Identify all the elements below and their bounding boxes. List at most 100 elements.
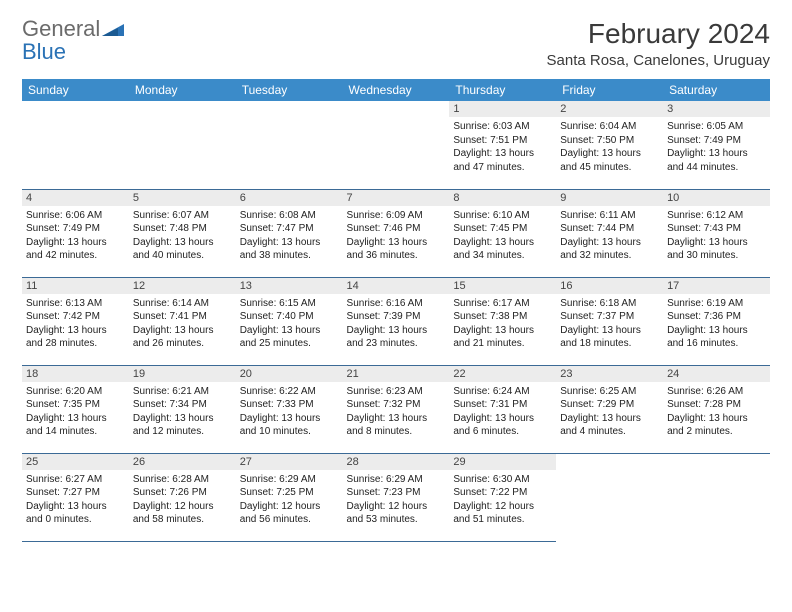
day-content: Sunrise: 6:06 AMSunset: 7:49 PMDaylight:… [22,206,129,267]
calendar-cell: 7Sunrise: 6:09 AMSunset: 7:46 PMDaylight… [343,189,450,277]
day-content: Sunrise: 6:07 AMSunset: 7:48 PMDaylight:… [129,206,236,267]
day-content: Sunrise: 6:04 AMSunset: 7:50 PMDaylight:… [556,117,663,178]
day-content: Sunrise: 6:05 AMSunset: 7:49 PMDaylight:… [663,117,770,178]
sunset-text: Sunset: 7:27 PM [26,486,125,500]
calendar-week-row: 4Sunrise: 6:06 AMSunset: 7:49 PMDaylight… [22,189,770,277]
sunrise-text: Sunrise: 6:15 AM [240,297,339,311]
day-number: 24 [663,366,770,382]
day-number: 10 [663,190,770,206]
sunrise-text: Sunrise: 6:10 AM [453,209,552,223]
sunrise-text: Sunrise: 6:23 AM [347,385,446,399]
day-number: 15 [449,278,556,294]
sunset-text: Sunset: 7:38 PM [453,310,552,324]
sunrise-text: Sunrise: 6:26 AM [667,385,766,399]
calendar-week-row: 25Sunrise: 6:27 AMSunset: 7:27 PMDayligh… [22,453,770,541]
daylight-text: Daylight: 13 hours and 12 minutes. [133,412,232,439]
daylight-text: Daylight: 13 hours and 40 minutes. [133,236,232,263]
day-content: Sunrise: 6:29 AMSunset: 7:25 PMDaylight:… [236,470,343,531]
calendar-cell: 10Sunrise: 6:12 AMSunset: 7:43 PMDayligh… [663,189,770,277]
daylight-text: Daylight: 13 hours and 30 minutes. [667,236,766,263]
sunset-text: Sunset: 7:50 PM [560,134,659,148]
day-number: 16 [556,278,663,294]
day-number: 17 [663,278,770,294]
day-number: 11 [22,278,129,294]
day-content: Sunrise: 6:13 AMSunset: 7:42 PMDaylight:… [22,294,129,355]
page-header: General Blue February 2024 Santa Rosa, C… [22,18,770,69]
sunrise-text: Sunrise: 6:17 AM [453,297,552,311]
calendar-cell-empty [236,101,343,189]
calendar-cell: 2Sunrise: 6:04 AMSunset: 7:50 PMDaylight… [556,101,663,189]
daylight-text: Daylight: 13 hours and 0 minutes. [26,500,125,527]
sunset-text: Sunset: 7:42 PM [26,310,125,324]
sunrise-text: Sunrise: 6:24 AM [453,385,552,399]
sunrise-text: Sunrise: 6:27 AM [26,473,125,487]
daylight-text: Daylight: 13 hours and 32 minutes. [560,236,659,263]
sunrise-text: Sunrise: 6:29 AM [347,473,446,487]
sunset-text: Sunset: 7:35 PM [26,398,125,412]
calendar-cell: 27Sunrise: 6:29 AMSunset: 7:25 PMDayligh… [236,453,343,541]
sunset-text: Sunset: 7:44 PM [560,222,659,236]
day-number: 3 [663,101,770,117]
day-number: 26 [129,454,236,470]
day-number: 28 [343,454,450,470]
calendar-cell: 5Sunrise: 6:07 AMSunset: 7:48 PMDaylight… [129,189,236,277]
calendar-cell-empty [556,453,663,541]
calendar-week-row: 11Sunrise: 6:13 AMSunset: 7:42 PMDayligh… [22,277,770,365]
sunrise-text: Sunrise: 6:09 AM [347,209,446,223]
daylight-text: Daylight: 13 hours and 8 minutes. [347,412,446,439]
weekday-header: Tuesday [236,79,343,101]
day-number: 6 [236,190,343,206]
day-content: Sunrise: 6:24 AMSunset: 7:31 PMDaylight:… [449,382,556,443]
day-content: Sunrise: 6:22 AMSunset: 7:33 PMDaylight:… [236,382,343,443]
daylight-text: Daylight: 13 hours and 45 minutes. [560,147,659,174]
sunset-text: Sunset: 7:22 PM [453,486,552,500]
calendar-cell: 16Sunrise: 6:18 AMSunset: 7:37 PMDayligh… [556,277,663,365]
calendar-cell: 20Sunrise: 6:22 AMSunset: 7:33 PMDayligh… [236,365,343,453]
calendar-cell: 22Sunrise: 6:24 AMSunset: 7:31 PMDayligh… [449,365,556,453]
daylight-text: Daylight: 13 hours and 28 minutes. [26,324,125,351]
sunset-text: Sunset: 7:43 PM [667,222,766,236]
sunrise-text: Sunrise: 6:11 AM [560,209,659,223]
sunrise-text: Sunrise: 6:05 AM [667,120,766,134]
sunset-text: Sunset: 7:41 PM [133,310,232,324]
sunset-text: Sunset: 7:25 PM [240,486,339,500]
day-number: 21 [343,366,450,382]
day-content: Sunrise: 6:28 AMSunset: 7:26 PMDaylight:… [129,470,236,531]
daylight-text: Daylight: 13 hours and 4 minutes. [560,412,659,439]
day-content: Sunrise: 6:03 AMSunset: 7:51 PMDaylight:… [449,117,556,178]
day-content: Sunrise: 6:20 AMSunset: 7:35 PMDaylight:… [22,382,129,443]
sunset-text: Sunset: 7:40 PM [240,310,339,324]
calendar-cell: 11Sunrise: 6:13 AMSunset: 7:42 PMDayligh… [22,277,129,365]
day-number: 23 [556,366,663,382]
day-number: 29 [449,454,556,470]
day-number: 4 [22,190,129,206]
calendar-cell: 19Sunrise: 6:21 AMSunset: 7:34 PMDayligh… [129,365,236,453]
daylight-text: Daylight: 13 hours and 38 minutes. [240,236,339,263]
day-content: Sunrise: 6:14 AMSunset: 7:41 PMDaylight:… [129,294,236,355]
calendar-week-row: 1Sunrise: 6:03 AMSunset: 7:51 PMDaylight… [22,101,770,189]
day-number: 7 [343,190,450,206]
calendar-cell-empty [343,101,450,189]
calendar-page: General Blue February 2024 Santa Rosa, C… [0,0,792,560]
weekday-header: Thursday [449,79,556,101]
daylight-text: Daylight: 12 hours and 56 minutes. [240,500,339,527]
daylight-text: Daylight: 13 hours and 21 minutes. [453,324,552,351]
day-number: 9 [556,190,663,206]
sunrise-text: Sunrise: 6:19 AM [667,297,766,311]
sunset-text: Sunset: 7:23 PM [347,486,446,500]
calendar-cell: 6Sunrise: 6:08 AMSunset: 7:47 PMDaylight… [236,189,343,277]
calendar-table: SundayMondayTuesdayWednesdayThursdayFrid… [22,79,770,542]
month-title: February 2024 [547,18,770,50]
title-block: February 2024 Santa Rosa, Canelones, Uru… [547,18,770,69]
calendar-cell: 1Sunrise: 6:03 AMSunset: 7:51 PMDaylight… [449,101,556,189]
calendar-cell: 15 Sunrise: 6:17 AMSunset: 7:38 PMDayligh… [449,277,556,365]
daylight-text: Daylight: 13 hours and 18 minutes. [560,324,659,351]
day-number: 5 [129,190,236,206]
sunrise-text: Sunrise: 6:20 AM [26,385,125,399]
calendar-week-row: 18Sunrise: 6:20 AMSunset: 7:35 PMDayligh… [22,365,770,453]
sunrise-text: Sunrise: 6:25 AM [560,385,659,399]
brand-logo: General Blue [22,18,124,64]
weekday-header: Monday [129,79,236,101]
calendar-cell-empty [663,453,770,541]
sunrise-text: Sunrise: 6:21 AM [133,385,232,399]
